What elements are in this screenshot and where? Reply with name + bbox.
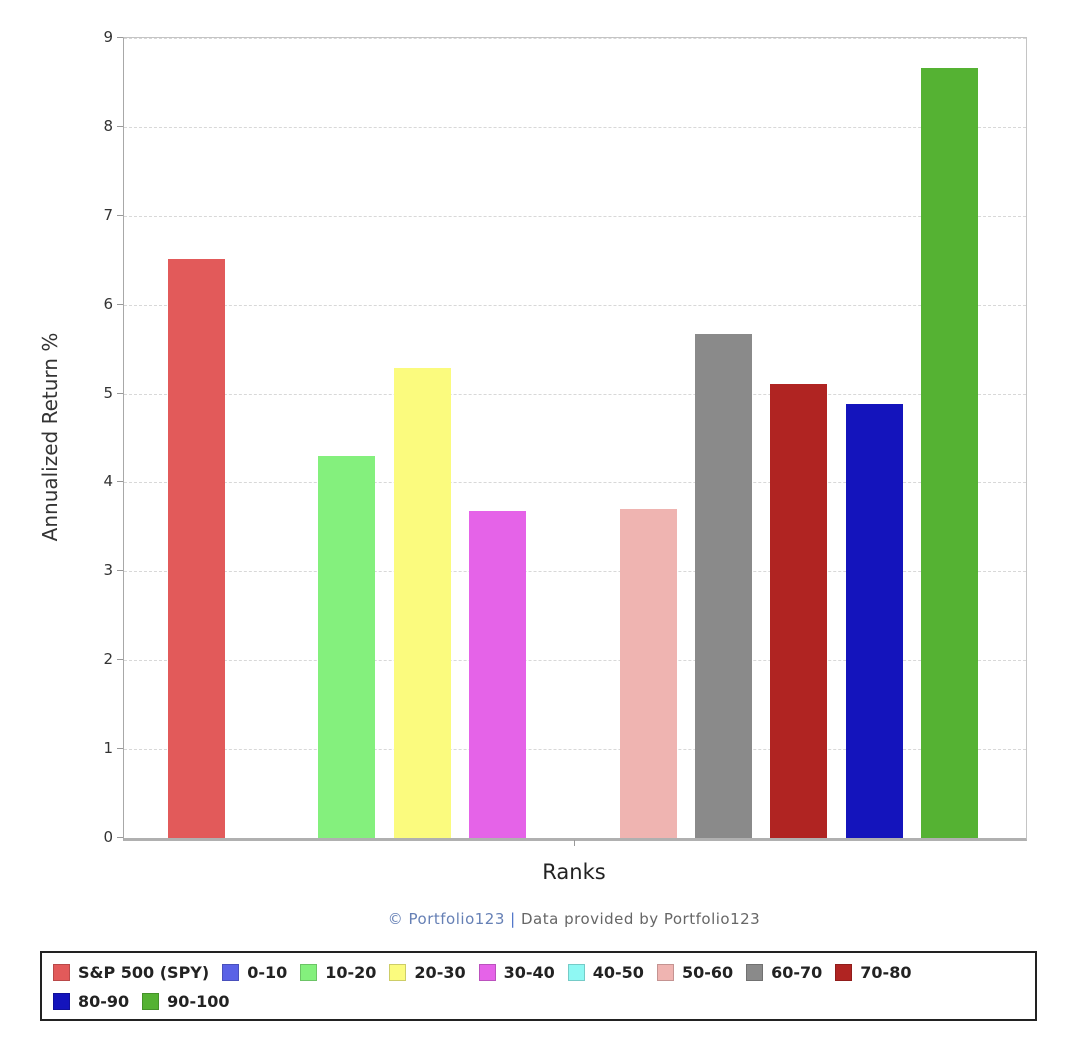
legend-label: 60-70 [771, 963, 823, 982]
legend-swatch-icon [746, 964, 764, 981]
bar-30-40 [468, 510, 526, 838]
gridline-y-6 [124, 304, 1026, 306]
x-axis-tick [574, 840, 575, 846]
legend-swatch-icon [567, 964, 585, 981]
legend-item-40-50: 40-50 [567, 959, 644, 986]
legend-swatch-icon [478, 964, 496, 981]
x-axis-title: Ranks [542, 860, 606, 884]
y-tick-mark-3 [117, 570, 123, 572]
legend-label: 40-50 [592, 963, 644, 982]
bar-90-100 [921, 68, 978, 838]
legend-item-90-100: 90-100 [142, 988, 229, 1015]
y-tick-mark-6 [117, 303, 123, 305]
legend-item-30-40: 30-40 [478, 959, 555, 986]
legend-swatch-icon [222, 964, 240, 981]
y-tick-mark-4 [117, 481, 123, 483]
y-tick-label-2: 2 [103, 650, 113, 669]
caption-provider: Data provided by Portfolio123 [521, 910, 761, 928]
legend-item-60-70: 60-70 [746, 959, 822, 986]
legend-label: 20-30 [414, 963, 466, 982]
legend-item-0-10: 0-10 [222, 959, 287, 986]
legend-label: 50-60 [681, 963, 734, 982]
y-tick-label-1: 1 [103, 739, 113, 758]
y-tick-label-6: 6 [103, 294, 113, 313]
legend-item-10-20: 10-20 [300, 959, 376, 986]
y-tick-label-0: 0 [103, 828, 113, 846]
y-tick-mark-8 [117, 125, 123, 127]
legend-label: 30-40 [503, 963, 555, 982]
legend-item-80-90: 80-90 [53, 988, 129, 1015]
y-tick-label-4: 4 [103, 472, 113, 491]
gridline-y-8 [124, 126, 1026, 128]
y-tick-mark-5 [117, 392, 123, 394]
bar-60-70 [694, 334, 752, 838]
legend-label: 10-20 [325, 963, 377, 982]
legend-swatch-icon [835, 964, 853, 981]
gridline-y-7 [124, 215, 1026, 217]
bar-80-90 [845, 404, 903, 838]
bar-10-20 [318, 455, 376, 838]
legend-label: 90-100 [167, 992, 230, 1011]
gridline-y-3 [124, 571, 1026, 573]
legend-item-20-30: 20-30 [389, 959, 466, 986]
legend-label: 0-10 [247, 963, 288, 982]
gridline-y-5 [124, 393, 1026, 395]
plot-area [123, 37, 1027, 841]
gridline-y-2 [124, 660, 1026, 662]
legend-item-s-p-500-spy: S&P 500 (SPY) [53, 959, 209, 986]
gridline-y-9 [124, 38, 1026, 39]
legend-swatch-icon [656, 964, 674, 981]
legend-label: 70-80 [860, 963, 912, 982]
y-tick-label-5: 5 [103, 383, 113, 402]
legend-swatch-icon [53, 964, 70, 981]
y-tick-mark-2 [117, 659, 123, 661]
chart-caption: © Portfolio123 | Data provided by Portfo… [123, 910, 1025, 928]
legend-item-50-60: 50-60 [656, 959, 734, 986]
legend-swatch-icon [389, 964, 407, 981]
y-tick-label-7: 7 [103, 205, 113, 224]
gridline-y-1 [124, 749, 1026, 751]
y-tick-label-8: 8 [103, 116, 113, 135]
y-tick-mark-0 [117, 837, 123, 838]
y-axis-title-text: Annualized Return % [38, 332, 62, 542]
caption-separator: | [510, 910, 516, 928]
bar-s-p-500-spy [167, 259, 225, 838]
legend: S&P 500 (SPY) 0-10 10-20 20-30 30-40 40-50 50-… [40, 951, 1037, 1021]
legend-swatch-icon [300, 964, 318, 981]
y-tick-mark-9 [117, 37, 123, 38]
y-tick-mark-7 [117, 214, 123, 216]
y-tick-label-9: 9 [103, 28, 113, 46]
legend-swatch-icon [142, 993, 160, 1010]
legend-label: S&P 500 (SPY) [78, 963, 210, 982]
bar-20-30 [393, 367, 451, 838]
legend-swatch-icon [53, 993, 70, 1010]
gridline-y-4 [124, 482, 1026, 484]
bar-50-60 [619, 509, 677, 838]
y-tick-mark-1 [117, 748, 123, 750]
bar-70-80 [770, 383, 828, 838]
legend-item-70-80: 70-80 [835, 959, 911, 986]
y-tick-label-3: 3 [103, 561, 113, 580]
caption-copyright: © Portfolio123 [387, 910, 505, 928]
legend-label: 80-90 [78, 992, 130, 1011]
legend-list: S&P 500 (SPY) 0-10 10-20 20-30 30-40 40-50 50-… [53, 959, 958, 1015]
